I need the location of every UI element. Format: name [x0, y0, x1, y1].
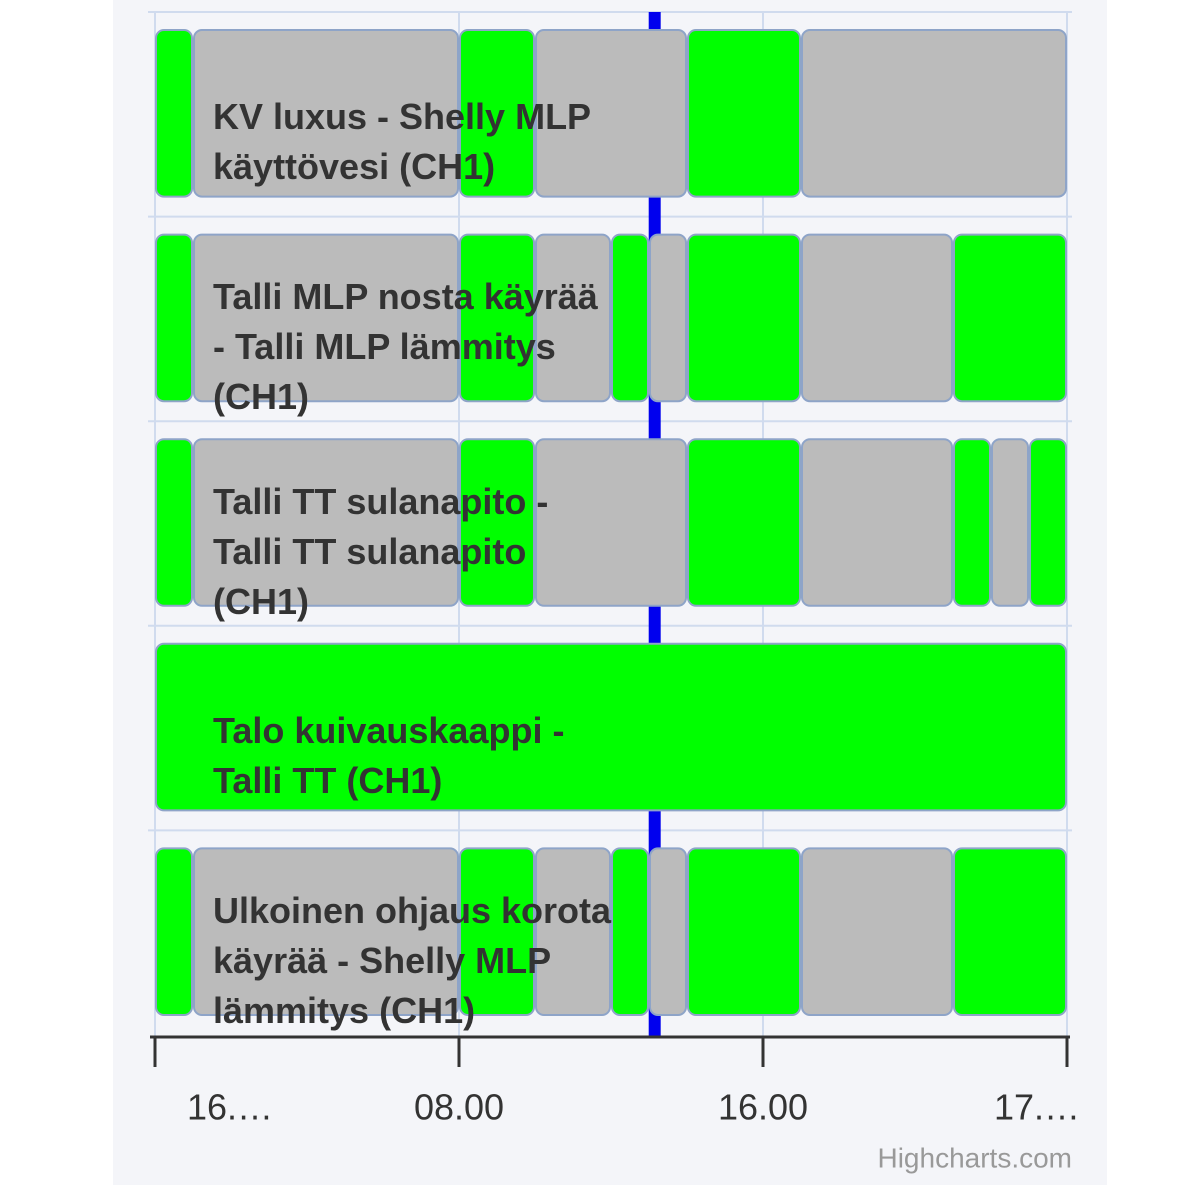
range-bar [953, 847, 1067, 1017]
range-bar [687, 438, 801, 607]
range-bar [193, 438, 459, 607]
range-bar [459, 847, 535, 1017]
x-tick-label: 16.… [187, 1087, 273, 1128]
range-bar [687, 847, 801, 1017]
range-bar [687, 29, 801, 198]
range-bar [193, 29, 459, 198]
range-bar [953, 233, 1067, 403]
x-tick-label: 16.00 [718, 1087, 808, 1128]
category-label: Talo kuivauskaappi - Talli TT (CH1) [213, 710, 565, 802]
range-bar [611, 847, 649, 1017]
range-bar [649, 233, 687, 403]
range-bar [155, 847, 193, 1017]
category-label: KV luxus - Shelly MLP käyttövesi (CH1) [213, 96, 591, 188]
range-bar [687, 233, 801, 403]
x-tick-label: 08.00 [414, 1087, 504, 1128]
range-bar [991, 438, 1029, 607]
range-bar [801, 438, 953, 607]
range-bar [1029, 438, 1067, 607]
range-bar [535, 847, 611, 1017]
range-bar [193, 847, 459, 1017]
range-bar [459, 233, 535, 403]
range-bar [611, 233, 649, 403]
credits: Highcharts.com [877, 1142, 1072, 1173]
category-label: Ulkoinen ohjaus korota käyrää - Shelly M… [213, 889, 612, 1031]
range-bar [193, 233, 459, 403]
range-bar [953, 438, 991, 607]
x-tick-label: 17.… [994, 1087, 1080, 1128]
category-label: Talli MLP nosta käyrää - Talli MLP lämmi… [213, 275, 598, 417]
range-bar [649, 847, 687, 1017]
range-bar [155, 438, 193, 607]
category-label: Talli TT sulanapito - Talli TT sulanapit… [213, 480, 549, 622]
range-bar [801, 847, 953, 1017]
range-bar [801, 233, 953, 403]
range-bar [155, 642, 1067, 812]
range-bar [535, 233, 611, 403]
range-bar [155, 29, 193, 198]
range-bar [535, 29, 687, 198]
range-bar [459, 438, 535, 607]
range-bar [459, 29, 535, 198]
range-bar [535, 438, 687, 607]
range-bar [155, 233, 193, 403]
range-bar [801, 29, 1067, 198]
